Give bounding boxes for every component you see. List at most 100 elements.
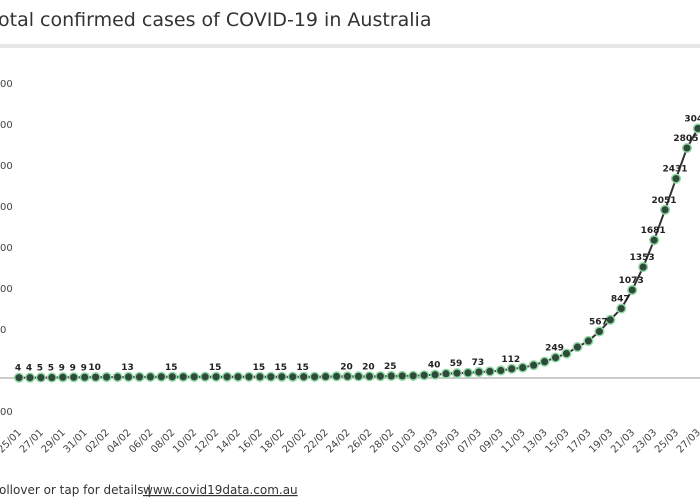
data-point bbox=[397, 370, 408, 381]
data-label: 20 bbox=[340, 362, 353, 372]
data-label: 1353 bbox=[630, 253, 655, 263]
data-point bbox=[627, 284, 638, 296]
footer-text: ollover or tap for details | bbox=[0, 483, 151, 497]
data-point bbox=[495, 365, 506, 376]
data-point bbox=[134, 371, 145, 382]
series-line bbox=[19, 127, 699, 379]
data-point bbox=[90, 372, 101, 383]
data-label: 2431 bbox=[662, 165, 687, 175]
data-point bbox=[200, 371, 211, 382]
x-tick-label: 14/02 bbox=[215, 427, 243, 455]
x-tick-label: 06/02 bbox=[127, 427, 155, 455]
y-tick-label: 00 bbox=[0, 243, 13, 254]
x-tick-label: 26/02 bbox=[346, 427, 374, 455]
data-point bbox=[681, 142, 693, 154]
data-point bbox=[649, 235, 660, 246]
data-point bbox=[605, 314, 616, 325]
data-point bbox=[276, 371, 287, 382]
x-tick-label: 24/02 bbox=[324, 427, 352, 455]
x-tick-label: 29/01 bbox=[40, 427, 68, 455]
x-tick-label: 04/02 bbox=[105, 427, 133, 455]
data-point bbox=[561, 348, 572, 359]
y-tick-label: 00 bbox=[0, 407, 13, 418]
data-point bbox=[364, 371, 375, 382]
y-tick-label: 00 bbox=[0, 202, 13, 213]
x-tick-label: 21/03 bbox=[609, 427, 637, 455]
x-tick-label: 02/02 bbox=[84, 427, 112, 455]
data-point bbox=[462, 367, 474, 378]
data-label: 20 bbox=[362, 362, 375, 372]
data-point bbox=[320, 371, 331, 382]
data-label: 59 bbox=[450, 359, 463, 369]
data-point bbox=[265, 371, 276, 382]
data-label: 4 bbox=[15, 364, 21, 374]
data-label: 25 bbox=[384, 362, 397, 372]
x-tick-label: 13/03 bbox=[522, 427, 550, 455]
y-tick-label: 00 bbox=[0, 79, 13, 90]
data-label: 4 bbox=[26, 364, 32, 374]
data-label: 847 bbox=[611, 295, 630, 305]
data-label: 1073 bbox=[619, 276, 644, 286]
data-point bbox=[309, 371, 320, 382]
x-tick-label: 23/03 bbox=[631, 427, 659, 455]
y-tick-label: 00 bbox=[0, 161, 13, 172]
data-point bbox=[243, 371, 254, 382]
data-label: 1681 bbox=[641, 226, 666, 236]
data-label: 15 bbox=[253, 363, 266, 373]
data-label: 5 bbox=[48, 364, 54, 374]
data-point bbox=[550, 352, 561, 363]
data-point bbox=[594, 326, 605, 337]
data-point bbox=[178, 371, 189, 382]
data-point bbox=[287, 371, 298, 382]
x-tick-label: 09/03 bbox=[478, 427, 506, 455]
data-label: 2805 bbox=[673, 134, 698, 144]
data-point bbox=[123, 371, 134, 382]
x-tick-label: 10/02 bbox=[171, 427, 199, 455]
data-point bbox=[24, 372, 36, 383]
data-label: 15 bbox=[165, 363, 178, 373]
data-point bbox=[375, 371, 386, 382]
data-label: 3043 bbox=[684, 114, 700, 124]
data-label: 9 bbox=[70, 363, 76, 373]
data-point bbox=[46, 372, 57, 383]
data-point bbox=[386, 370, 397, 382]
y-tick-label: 00 bbox=[0, 120, 13, 131]
y-tick-label: 0 bbox=[0, 325, 6, 336]
data-point bbox=[189, 371, 200, 382]
data-point bbox=[451, 368, 463, 379]
data-point bbox=[638, 262, 649, 273]
data-point bbox=[572, 342, 583, 353]
data-label: 40 bbox=[428, 361, 441, 371]
data-point bbox=[473, 366, 484, 378]
data-point bbox=[79, 372, 90, 383]
x-tick-label: 19/03 bbox=[587, 427, 615, 455]
y-tick-label: 00 bbox=[0, 284, 13, 295]
x-tick-label: 20/02 bbox=[281, 427, 309, 455]
x-tick-label: 16/02 bbox=[237, 427, 265, 455]
data-point bbox=[506, 363, 517, 374]
data-point bbox=[419, 370, 430, 381]
data-point bbox=[112, 371, 123, 383]
x-tick-label: 27/03 bbox=[675, 427, 700, 455]
data-point bbox=[539, 356, 550, 367]
data-label: 10 bbox=[88, 363, 101, 373]
x-tick-label: 12/02 bbox=[193, 427, 221, 455]
data-point bbox=[35, 372, 46, 383]
data-label: 15 bbox=[296, 363, 309, 373]
data-point bbox=[408, 370, 419, 381]
data-label: 567 bbox=[589, 318, 608, 328]
data-point bbox=[616, 303, 627, 314]
x-tick-label: 15/03 bbox=[543, 427, 571, 455]
data-point bbox=[232, 371, 244, 382]
data-point bbox=[57, 372, 68, 383]
data-label: 13 bbox=[121, 363, 134, 373]
data-point bbox=[331, 371, 342, 382]
data-point bbox=[484, 366, 495, 377]
x-tick-label: 07/03 bbox=[456, 427, 484, 455]
data-label: 15 bbox=[209, 363, 222, 373]
data-point bbox=[13, 372, 25, 383]
data-point bbox=[167, 371, 178, 382]
footer-link[interactable]: www.covid19data.com.au bbox=[143, 483, 298, 497]
